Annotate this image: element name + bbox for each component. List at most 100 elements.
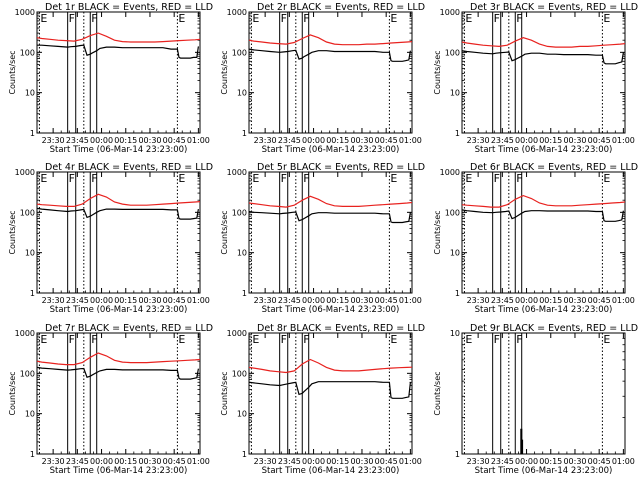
y-tick-label: 100 xyxy=(20,369,35,378)
series-line-events xyxy=(36,366,199,380)
time-marker-label: E xyxy=(252,172,259,185)
x-tick-label: 00:15 xyxy=(326,296,349,305)
y-tick-label: 1 xyxy=(30,129,35,138)
time-marker-label: F xyxy=(281,172,287,185)
time-marker-label: E xyxy=(252,333,259,346)
chart-title: Det 6r BLACK = Events, RED = LLD xyxy=(470,162,638,173)
time-marker-label: E xyxy=(390,172,397,185)
y-tick-label: 10 xyxy=(237,410,247,419)
series-line-events xyxy=(36,207,199,220)
x-tick-label: 23:30 xyxy=(467,457,490,466)
x-tick-label: 01:00 xyxy=(612,457,635,466)
y-tick-label: 1 xyxy=(455,450,460,459)
time-marker-label: E xyxy=(390,333,397,346)
x-tick-label: 00:30 xyxy=(138,296,161,305)
plot-frame xyxy=(461,171,626,294)
time-marker-label: E xyxy=(40,12,47,25)
time-marker-label: E xyxy=(252,12,259,25)
x-tick-label: 00:30 xyxy=(350,136,373,145)
x-tick-label: 23:30 xyxy=(254,457,277,466)
y-tick-label: 10 xyxy=(237,89,247,98)
y-tick-label: 1000 xyxy=(440,168,460,177)
x-tick-label: 00:45 xyxy=(163,136,186,145)
x-tick-label: 00:45 xyxy=(375,457,398,466)
x-tick-label: 00:00 xyxy=(90,296,113,305)
series-line-lld xyxy=(248,195,413,208)
chart-panel-3: Det 3r BLACK = Events, RED = LLD 1 10 100 10… xyxy=(433,2,638,155)
x-tick-label: 00:30 xyxy=(138,136,161,145)
series-line-events xyxy=(461,209,624,222)
chart-title: Det 2r BLACK = Events, RED = LLD xyxy=(257,2,425,13)
time-marker-label: F xyxy=(91,333,97,346)
y-axis-label: Counts/sec xyxy=(433,210,442,254)
time-marker-label: E xyxy=(178,12,185,25)
y-axis-label: Counts/sec xyxy=(433,371,442,415)
x-tick-label: 23:45 xyxy=(278,457,301,466)
plot-frame xyxy=(36,11,201,134)
x-tick-label: 23:45 xyxy=(491,296,514,305)
chart-panel-8: Det 8r BLACK = Events, RED = LLD 1 10 100 10… xyxy=(220,323,425,476)
time-marker-label: E xyxy=(390,12,397,25)
y-tick-label: 100 xyxy=(20,208,35,217)
x-tick-label: 01:00 xyxy=(187,136,210,145)
time-marker-label: E xyxy=(178,172,185,185)
y-tick-label: 100 xyxy=(232,48,247,57)
y-axis-label: Counts/sec xyxy=(220,210,229,254)
x-tick-label: 00:30 xyxy=(563,457,586,466)
x-tick-label: 01:00 xyxy=(399,136,422,145)
x-tick-label: 00:30 xyxy=(350,457,373,466)
y-axis-label: Counts/sec xyxy=(433,50,442,94)
x-tick-label: 01:00 xyxy=(399,296,422,305)
time-marker-label: E xyxy=(603,172,610,185)
series-line-events xyxy=(248,381,411,399)
chart-title: Det 9r BLACK = Events, RED = LLD xyxy=(470,323,638,334)
time-marker-label: E xyxy=(465,172,472,185)
time-marker-label: F xyxy=(516,12,522,25)
x-tick-label: 23:30 xyxy=(254,296,277,305)
chart-panel-4: Det 4r BLACK = Events, RED = LLD 1 10 100 10… xyxy=(8,162,213,315)
series-line-events xyxy=(248,210,411,224)
x-tick-label: 00:30 xyxy=(138,457,161,466)
x-tick-label: 00:15 xyxy=(114,296,137,305)
time-marker-label: F xyxy=(516,172,522,185)
x-tick-label: 23:30 xyxy=(42,457,65,466)
time-marker-label: E xyxy=(465,333,472,346)
x-tick-label: 23:30 xyxy=(42,296,65,305)
x-tick-label: 01:00 xyxy=(187,296,210,305)
chart-title: Det 8r BLACK = Events, RED = LLD xyxy=(257,323,425,334)
x-tick-label: 01:00 xyxy=(612,296,635,305)
plot-frame xyxy=(461,332,626,455)
x-tick-label: 00:15 xyxy=(539,457,562,466)
time-marker-label: E xyxy=(465,12,472,25)
time-marker-label: F xyxy=(281,12,287,25)
time-marker-label: F xyxy=(91,12,97,25)
x-axis-label: Start Time (06-Mar-14 23:23:00) xyxy=(475,466,613,476)
x-tick-label: 01:00 xyxy=(399,457,422,466)
y-tick-label: 10 xyxy=(25,410,35,419)
time-marker-label: F xyxy=(303,333,309,346)
series-line-lld xyxy=(36,352,201,366)
x-tick-label: 00:00 xyxy=(90,136,113,145)
series-line-lld xyxy=(36,193,201,207)
x-tick-label: 00:45 xyxy=(163,296,186,305)
x-tick-label: 00:45 xyxy=(163,457,186,466)
time-marker-label: E xyxy=(603,333,610,346)
x-tick-label: 00:15 xyxy=(326,457,349,466)
series-line-lld xyxy=(248,358,413,374)
x-axis-label: Start Time (06-Mar-14 23:23:00) xyxy=(475,145,613,155)
y-tick-label: 10 xyxy=(450,89,460,98)
y-tick-label: 1 xyxy=(30,289,35,298)
y-tick-label: 100 xyxy=(232,369,247,378)
y-tick-label: 100 xyxy=(232,208,247,217)
x-tick-label: 23:30 xyxy=(467,296,490,305)
x-axis-label: Start Time (06-Mar-14 23:23:00) xyxy=(475,305,613,315)
y-tick-label: 1000 xyxy=(227,329,247,338)
series-line-lld xyxy=(461,37,626,48)
plot-frame xyxy=(248,171,413,294)
y-axis-label: Counts/sec xyxy=(8,210,17,254)
x-tick-label: 00:45 xyxy=(588,136,611,145)
series-line-events xyxy=(461,50,624,65)
chart-panel-9: Det 9r BLACK = Events, RED = LLD 1 10 23:30… xyxy=(433,323,638,476)
time-marker-label: F xyxy=(516,333,522,346)
